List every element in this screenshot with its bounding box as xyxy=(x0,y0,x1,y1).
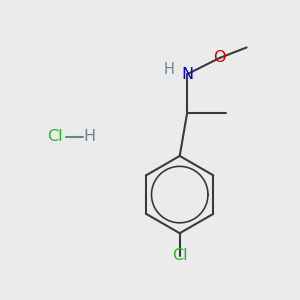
Text: N: N xyxy=(181,67,193,82)
Text: Cl: Cl xyxy=(47,129,63,144)
Text: O: O xyxy=(214,50,226,65)
Text: H: H xyxy=(83,129,95,144)
Text: H: H xyxy=(164,62,175,77)
Text: Cl: Cl xyxy=(172,248,188,263)
